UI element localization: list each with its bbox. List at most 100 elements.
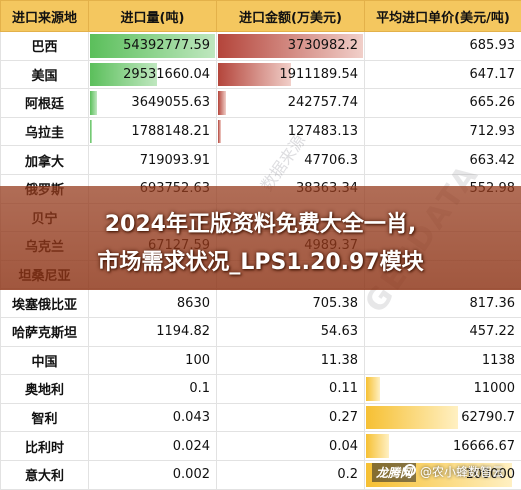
- table-header-row: 进口来源地 进口量(吨) 进口金额(万美元) 平均进口单价(美元/吨): [1, 1, 521, 32]
- amount-cell: 3730982.2: [217, 32, 365, 61]
- quantity-cell-value: 1788148.21: [131, 124, 210, 139]
- header-country[interactable]: 进口来源地: [1, 1, 89, 32]
- country-cell: 阿根廷: [1, 89, 89, 118]
- amount-cell: 0.27: [217, 403, 365, 432]
- quantity-cell-value: 0.002: [173, 467, 210, 482]
- orange-data-bar: [366, 406, 458, 430]
- orange-data-bar: [366, 434, 389, 458]
- quantity-cell-value: 54392777.59: [123, 38, 210, 53]
- quantity-cell: 0.043: [89, 403, 217, 432]
- country-cell: 奥地利: [1, 375, 89, 404]
- country-cell: 智利: [1, 403, 89, 432]
- banner-line-2: 市场需求状况_LPS1.20.97模块: [0, 244, 521, 276]
- unit-price-cell-value: 647.17: [470, 67, 516, 82]
- header-amount[interactable]: 进口金额(万美元): [217, 1, 365, 32]
- amount-cell: 242757.74: [217, 89, 365, 118]
- amount-cell-value: 1911189.54: [279, 67, 358, 82]
- country-cell: 乌拉圭: [1, 117, 89, 146]
- quantity-cell-value: 3649055.63: [131, 95, 210, 110]
- green-data-bar: [90, 120, 92, 144]
- table-row[interactable]: 美国 29531660.04 1911189.54 647.17: [1, 60, 521, 89]
- amount-cell-value: 47706.3: [304, 153, 358, 168]
- unit-price-cell-value: 16666.67: [453, 439, 515, 454]
- quantity-cell: 54392777.59: [89, 32, 217, 61]
- unit-price-cell-value: 665.26: [470, 95, 516, 110]
- country-cell: 哈萨克斯坦: [1, 317, 89, 346]
- table-row[interactable]: 埃塞俄比亚 8630 705.38 817.36: [1, 289, 521, 318]
- red-data-bar: [218, 120, 221, 144]
- overlay-banner: 2024年正版资料免费大全一肖, 市场需求状况_LPS1.20.97模块: [0, 186, 521, 290]
- unit-price-cell-value: 817.36: [470, 296, 516, 311]
- quantity-cell-value: 0.043: [173, 410, 210, 425]
- unit-price-cell: 665.26: [365, 89, 521, 118]
- unit-price-cell: 663.42: [365, 146, 521, 175]
- header-quantity[interactable]: 进口量(吨): [89, 1, 217, 32]
- amount-cell-value: 242757.74: [288, 95, 358, 110]
- footer-source-text: @农小蜂数智云: [420, 463, 504, 480]
- amount-cell: 54.63: [217, 317, 365, 346]
- amount-cell-value: 0.11: [329, 381, 358, 396]
- unit-price-cell: 685.93: [365, 32, 521, 61]
- banner-line-1: 2024年正版资料免费大全一肖,: [0, 206, 521, 238]
- amount-cell: 0.11: [217, 375, 365, 404]
- unit-price-cell: 1138: [365, 346, 521, 375]
- amount-cell: 11.38: [217, 346, 365, 375]
- quantity-cell-value: 8630: [177, 296, 210, 311]
- unit-price-cell: 457.22: [365, 317, 521, 346]
- quantity-cell: 3649055.63: [89, 89, 217, 118]
- amount-cell: 705.38: [217, 289, 365, 318]
- quantity-cell: 0.024: [89, 432, 217, 461]
- quantity-cell: 0.1: [89, 375, 217, 404]
- green-data-bar: [90, 91, 97, 115]
- amount-cell: 0.04: [217, 432, 365, 461]
- unit-price-cell: 62790.7: [365, 403, 521, 432]
- unit-price-cell-value: 663.42: [470, 153, 516, 168]
- unit-price-cell-value: 62790.7: [461, 410, 515, 425]
- country-cell: 美国: [1, 60, 89, 89]
- country-cell: 中国: [1, 346, 89, 375]
- table-row[interactable]: 比利时 0.024 0.04 16666.67: [1, 432, 521, 461]
- unit-price-cell-value: 457.22: [470, 324, 516, 339]
- quantity-cell-value: 719093.91: [140, 153, 210, 168]
- red-data-bar: [218, 91, 226, 115]
- country-cell: 比利时: [1, 432, 89, 461]
- quantity-cell-value: 0.024: [173, 439, 210, 454]
- amount-cell-value: 0.27: [329, 410, 358, 425]
- quantity-cell-value: 29531660.04: [123, 67, 210, 82]
- unit-price-cell-value: 1138: [482, 353, 515, 368]
- unit-price-cell-value: 11000: [474, 381, 515, 396]
- amount-cell: 1911189.54: [217, 60, 365, 89]
- amount-cell-value: 705.38: [313, 296, 359, 311]
- amount-cell-value: 3730982.2: [288, 38, 358, 53]
- header-unit-price[interactable]: 平均进口单价(美元/吨): [365, 1, 521, 32]
- unit-price-cell: 16666.67: [365, 432, 521, 461]
- country-cell: 加拿大: [1, 146, 89, 175]
- country-cell: 埃塞俄比亚: [1, 289, 89, 318]
- table-row[interactable]: 阿根廷 3649055.63 242757.74 665.26: [1, 89, 521, 118]
- quantity-cell: 8630: [89, 289, 217, 318]
- quantity-cell: 100: [89, 346, 217, 375]
- table-row[interactable]: 奥地利 0.1 0.11 11000: [1, 375, 521, 404]
- quantity-cell: 1194.82: [89, 317, 217, 346]
- unit-price-cell: 712.93: [365, 117, 521, 146]
- amount-cell-value: 0.2: [337, 467, 358, 482]
- table-row[interactable]: 智利 0.043 0.27 62790.7: [1, 403, 521, 432]
- amount-cell-value: 54.63: [321, 324, 358, 339]
- unit-price-cell-value: 712.93: [470, 124, 516, 139]
- quantity-cell: 719093.91: [89, 146, 217, 175]
- orange-data-bar: [366, 377, 380, 401]
- quantity-cell: 1788148.21: [89, 117, 217, 146]
- unit-price-cell: 817.36: [365, 289, 521, 318]
- table-row[interactable]: 中国 100 11.38 1138: [1, 346, 521, 375]
- amount-cell-value: 11.38: [321, 353, 358, 368]
- quantity-cell-value: 100: [185, 353, 210, 368]
- unit-price-cell: 11000: [365, 375, 521, 404]
- quantity-cell-value: 0.1: [189, 381, 210, 396]
- amount-cell-value: 0.04: [329, 439, 358, 454]
- wechat-icon: [404, 464, 416, 476]
- unit-price-cell-value: 685.93: [470, 38, 516, 53]
- unit-price-cell: 647.17: [365, 60, 521, 89]
